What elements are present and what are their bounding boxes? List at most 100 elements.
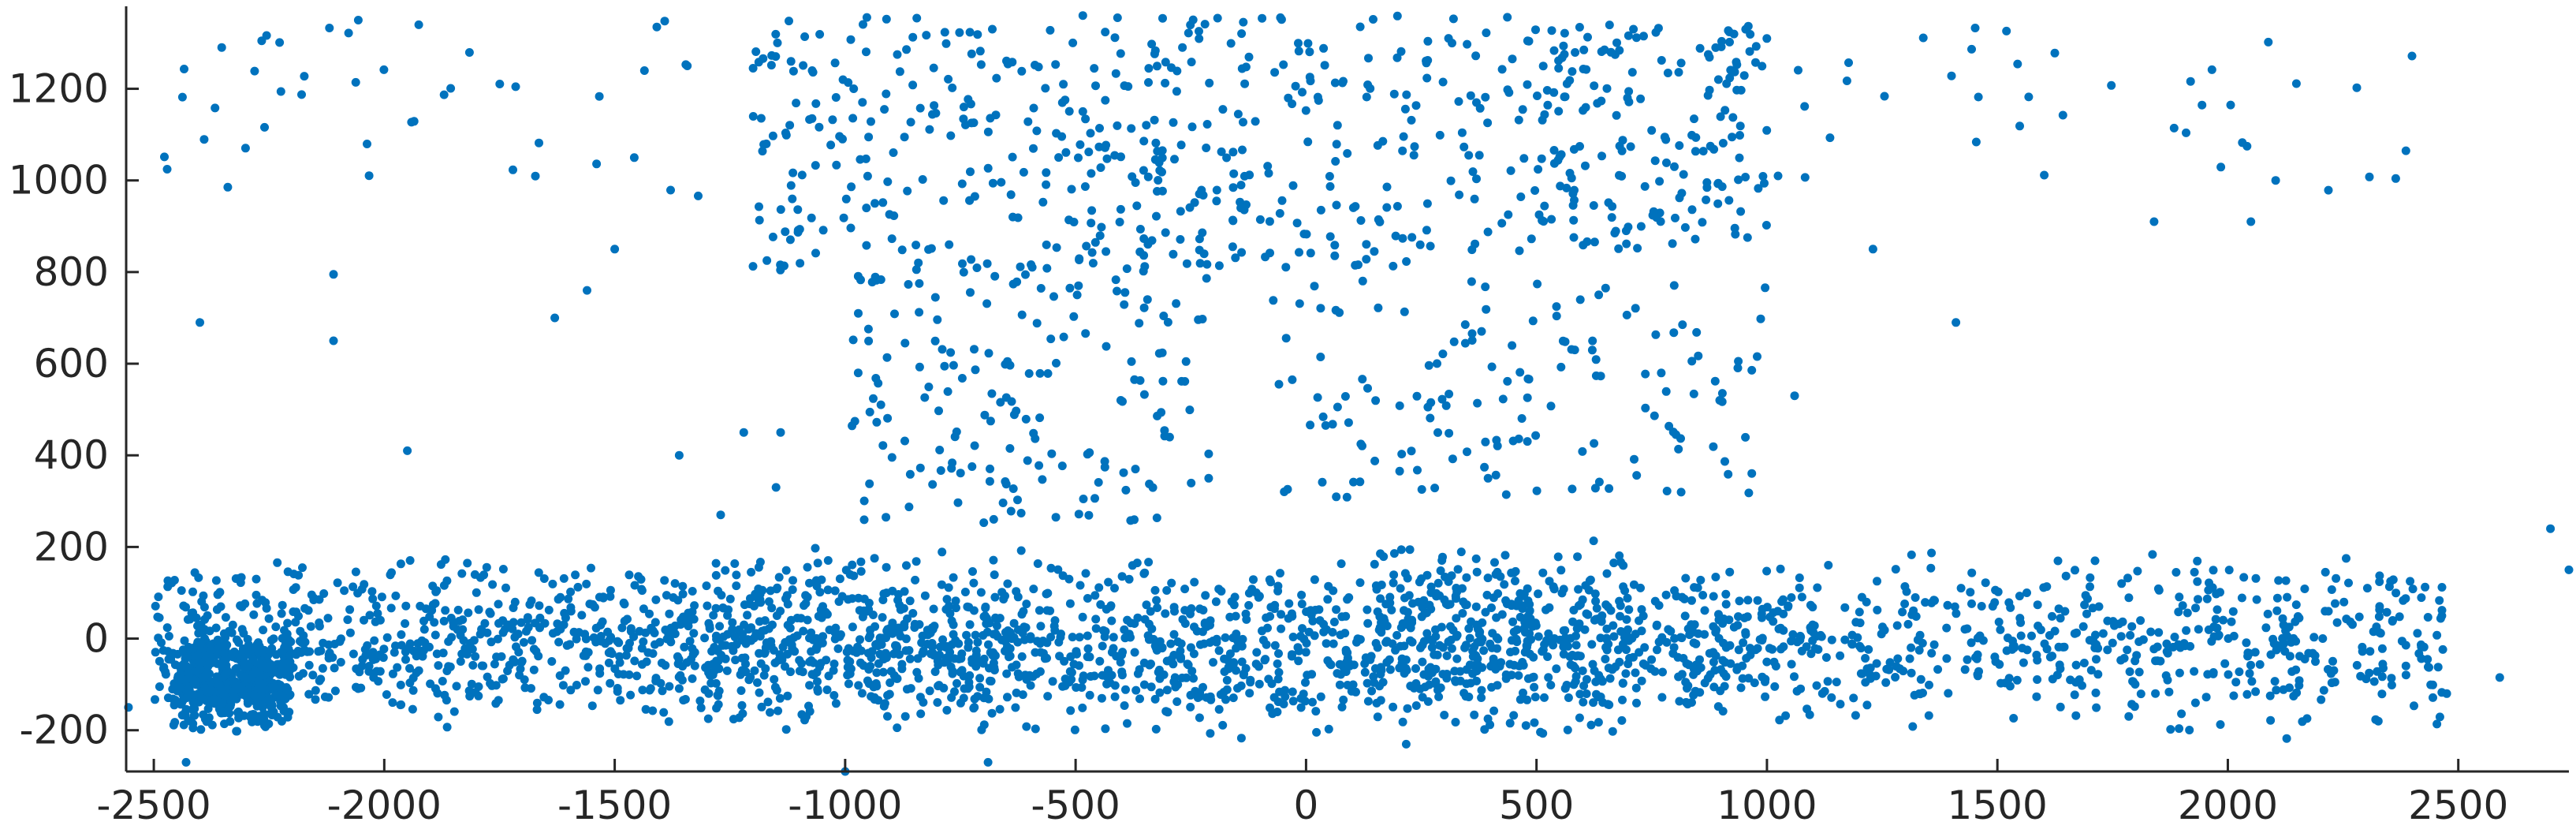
data-point (811, 248, 820, 258)
data-point (1270, 641, 1280, 650)
data-point (1687, 205, 1697, 215)
data-point (1609, 621, 1618, 630)
data-point (1587, 346, 1597, 355)
data-point (1569, 215, 1579, 225)
data-point (616, 696, 625, 705)
data-point (1068, 633, 1077, 642)
data-point (785, 235, 795, 245)
data-point (1032, 319, 1042, 328)
data-point (1370, 247, 1379, 256)
data-point (1301, 106, 1310, 115)
data-point (1473, 398, 1482, 408)
data-point (300, 72, 309, 81)
data-point (965, 28, 975, 37)
data-point (930, 336, 940, 346)
data-point (1632, 698, 1641, 708)
data-point (1244, 52, 1254, 62)
data-point (2342, 554, 2350, 563)
data-point (904, 502, 914, 512)
data-point (1396, 584, 1405, 593)
data-point (1433, 685, 1442, 695)
data-point (805, 633, 814, 643)
data-point (1796, 684, 1806, 693)
data-point (1884, 665, 1894, 674)
data-point (1395, 466, 1404, 476)
data-point (1090, 494, 1099, 503)
data-point (711, 603, 721, 613)
data-point (1435, 130, 1445, 140)
data-point (1761, 283, 1770, 293)
data-point (1460, 320, 1470, 329)
data-point (1568, 67, 1577, 77)
data-point (647, 623, 656, 633)
data-point (279, 706, 289, 715)
data-point (2266, 715, 2276, 725)
data-point (737, 700, 747, 710)
data-point (2162, 647, 2172, 656)
y-tick-label: 1000 (9, 158, 109, 204)
data-point (2546, 524, 2555, 533)
data-point (889, 211, 899, 220)
data-point (2276, 641, 2286, 650)
data-point (2401, 661, 2410, 671)
data-point (2194, 625, 2203, 634)
data-point (1410, 142, 1419, 151)
data-point (1239, 118, 1247, 127)
data-point (903, 186, 912, 196)
data-point (1611, 226, 1620, 236)
data-point (1214, 704, 1224, 714)
data-point (1880, 92, 1889, 101)
data-point (1805, 710, 1814, 719)
data-point (477, 661, 486, 671)
data-point (414, 666, 423, 675)
data-point (944, 74, 953, 84)
data-point (1120, 288, 1130, 297)
data-point (181, 704, 191, 714)
data-point (2226, 100, 2235, 110)
data-point (207, 658, 216, 667)
data-point (2033, 675, 2042, 684)
x-axis-ticks: -2500 -2000 -1500 -1000 -500 0 500 1000 1500 2000… (96, 759, 2508, 828)
data-point (938, 345, 947, 354)
data-point (979, 518, 989, 528)
data-point (1444, 577, 1453, 586)
data-point (1498, 394, 1508, 404)
data-point (257, 36, 267, 46)
data-point (2175, 668, 2184, 678)
data-point (1288, 633, 1298, 641)
data-point (474, 682, 483, 691)
data-point (688, 674, 697, 683)
data-point (1348, 203, 1358, 212)
data-point (1515, 588, 1525, 598)
data-point (788, 168, 798, 177)
data-point (1398, 233, 1407, 243)
data-point (1741, 173, 1750, 181)
data-point (948, 458, 957, 468)
data-point (1139, 234, 1149, 243)
data-point (1808, 636, 1817, 645)
data-point (957, 179, 967, 189)
data-point (759, 140, 769, 149)
data-point (1031, 434, 1040, 443)
data-point (740, 653, 750, 663)
data-point (1431, 625, 1440, 634)
data-point (773, 38, 782, 47)
data-point (664, 717, 673, 727)
data-point (2082, 609, 2091, 618)
data-point (2127, 622, 2137, 631)
data-point (1228, 242, 1237, 252)
data-point (1035, 606, 1044, 615)
data-point (2309, 633, 2319, 642)
data-point (1534, 210, 1544, 219)
data-point (1451, 718, 1460, 727)
data-point (1144, 635, 1154, 644)
data-point (228, 649, 237, 659)
data-point (1139, 303, 1149, 312)
data-point (1240, 79, 1250, 88)
data-point (1195, 27, 1203, 36)
data-point (1195, 713, 1204, 723)
data-point (866, 626, 875, 635)
data-point (1333, 669, 1342, 678)
data-point (1195, 640, 1205, 649)
data-point (1451, 677, 1460, 686)
